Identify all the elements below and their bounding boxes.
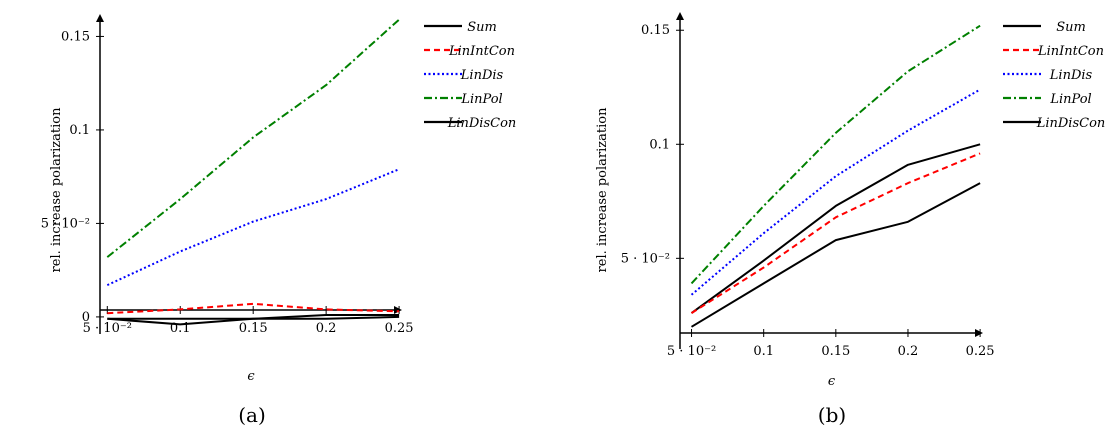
y-tick-label: 0.15 bbox=[641, 23, 670, 38]
x-axis-arrow bbox=[975, 329, 983, 337]
legend-label-linintcon: LinIntCon bbox=[448, 44, 515, 59]
y-tick-label: 0.15 bbox=[61, 29, 90, 44]
legend-label-linpol: LinPol bbox=[1049, 92, 1091, 107]
x-tick-label: 5 · 10⁻² bbox=[83, 321, 132, 336]
y-tick-label: 5 · 10⁻² bbox=[41, 216, 90, 231]
legend-label-lindiscon: LinDisCon bbox=[1036, 116, 1106, 131]
x-tick-label: 0.25 bbox=[966, 344, 995, 359]
x-axis-label: ϵ bbox=[247, 369, 255, 384]
series-line-linpol bbox=[690, 24, 981, 285]
legend-label-linintcon: LinIntCon bbox=[1037, 44, 1104, 59]
x-tick-label: 0.2 bbox=[316, 321, 337, 336]
legend-label-lindis: LinDis bbox=[460, 68, 504, 83]
y-tick-label: 0 bbox=[82, 310, 90, 325]
panel-caption: (a) bbox=[238, 403, 266, 427]
x-tick-label: 0.15 bbox=[239, 321, 268, 336]
series-line-lindis bbox=[106, 168, 400, 287]
legend-label-lindis: LinDis bbox=[1049, 68, 1093, 83]
series-line-linpol bbox=[106, 18, 400, 258]
y-tick-label: 0.1 bbox=[649, 137, 670, 152]
y-axis-label: rel. increase polarization bbox=[49, 107, 64, 273]
series-line-linintcon bbox=[690, 152, 981, 314]
x-tick-label: 0.25 bbox=[385, 321, 414, 336]
series-line-lindiscon bbox=[690, 182, 981, 328]
legend-label-linpol: LinPol bbox=[460, 92, 502, 107]
series-line-lindiscon bbox=[107, 315, 400, 326]
y-axis-arrow bbox=[96, 14, 104, 22]
x-axis-arrow bbox=[394, 306, 402, 314]
y-axis-label: rel. increase polarization bbox=[595, 107, 610, 273]
y-tick-label: 5 · 10⁻² bbox=[621, 251, 670, 266]
panel-b: 5 · 10⁻² 0.1 0.15 5 · 10⁻² 0.1 0.15 0.2 0.25 rel… bbox=[595, 12, 1105, 427]
panel-a: 05 · 10⁻²0.10.155 · 10⁻² 0.1 0.15 0.2 0.25re… bbox=[41, 14, 517, 427]
panel-caption: (b) bbox=[818, 403, 846, 427]
series-line-sum bbox=[690, 143, 981, 314]
series-line-linintcon bbox=[107, 302, 400, 315]
y-tick-label: 0.1 bbox=[69, 123, 90, 138]
y-axis-arrow bbox=[676, 12, 684, 20]
x-tick-label: 0.15 bbox=[821, 344, 850, 359]
series-line-lindis bbox=[690, 88, 981, 296]
x-tick-label: 5 · 10⁻² bbox=[667, 344, 716, 359]
legend-label-sum: Sum bbox=[1056, 20, 1086, 35]
legend-label-lindiscon: LinDisCon bbox=[447, 116, 517, 131]
x-tick-label: 0.2 bbox=[898, 344, 919, 359]
x-tick-label: 0.1 bbox=[753, 344, 774, 359]
x-axis-label: ϵ bbox=[828, 374, 836, 389]
legend-label-sum: Sum bbox=[467, 20, 497, 35]
